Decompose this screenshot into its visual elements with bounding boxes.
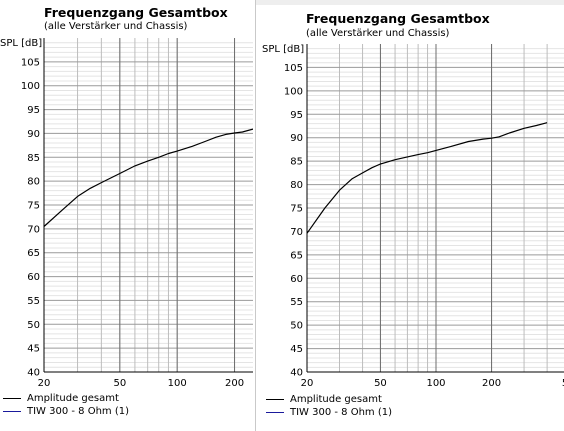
y-tick-label: 95 <box>290 110 303 121</box>
legend-label: Amplitude gesamt <box>290 394 382 405</box>
y-tick-label: 105 <box>284 63 303 74</box>
y-tick-label: 55 <box>27 296 40 307</box>
y-tick-label: 65 <box>27 248 40 259</box>
frequency-response-plot: 40 45 50 55 60 65 70 75 80 85 90 95 100 105 20 50 100 200 <box>21 38 253 389</box>
y-tick-label: 70 <box>290 227 303 238</box>
x-tick-label: 20 <box>301 378 314 389</box>
x-tick-label: 50 <box>113 378 126 389</box>
legend-item: Amplitude gesamt <box>3 392 129 405</box>
y-tick-label: 85 <box>27 153 40 164</box>
chart-subtitle: (alle Verstärker und Chassis) <box>306 28 450 39</box>
y-tick-label: 75 <box>27 201 40 212</box>
y-tick-label: 100 <box>284 86 303 97</box>
legend-item: TIW 300 - 8 Ohm (1) <box>266 406 392 419</box>
y-tick-label: 50 <box>27 320 40 331</box>
chart-title: Frequenzgang Gesamtbox <box>44 5 228 20</box>
legend-swatch <box>3 411 21 412</box>
series-line <box>306 122 548 234</box>
y-tick-label: 45 <box>27 344 40 355</box>
x-tick-label: 100 <box>168 378 187 389</box>
y-axis-label: SPL [dB] <box>262 44 305 55</box>
legend-swatch <box>266 412 284 413</box>
y-tick-label: 40 <box>290 368 303 379</box>
chart-title: Frequenzgang Gesamtbox <box>306 11 490 26</box>
chart-panel-left: Frequenzgang Gesamtbox (alle Verstärker … <box>0 0 253 431</box>
x-tick-label: 200 <box>225 378 244 389</box>
chart-subtitle: (alle Verstärker und Chassis) <box>44 21 188 32</box>
y-tick-label: 100 <box>21 81 40 92</box>
x-tick-label: 50 <box>374 378 387 389</box>
y-tick-label: 85 <box>290 157 303 168</box>
legend-label: TIW 300 - 8 Ohm (1) <box>290 407 393 418</box>
y-tick-label: 40 <box>27 368 40 379</box>
legend-swatch <box>3 398 21 399</box>
legend: Amplitude gesamt TIW 300 - 8 Ohm (1) <box>266 393 392 419</box>
y-axis-label: SPL [dB] <box>0 38 43 49</box>
y-tick-label: 50 <box>290 321 303 332</box>
y-tick-label: 65 <box>290 250 303 261</box>
legend-item: TIW 300 - 8 Ohm (1) <box>3 405 129 418</box>
y-tick-label: 105 <box>21 57 40 68</box>
x-tick-label: 5 <box>562 378 564 389</box>
frequency-response-plot: 40 45 50 55 60 65 70 75 80 85 90 95 100 105 20 50 100 200… <box>284 44 564 389</box>
y-tick-label: 90 <box>27 129 40 140</box>
y-tick-label: 70 <box>27 224 40 235</box>
y-tick-label: 55 <box>290 297 303 308</box>
y-tick-label: 80 <box>27 177 40 188</box>
legend-item: Amplitude gesamt <box>266 393 392 406</box>
window-top-strip <box>256 0 564 5</box>
y-tick-label: 95 <box>27 105 40 116</box>
x-tick-label: 100 <box>426 378 445 389</box>
y-tick-label: 60 <box>290 274 303 285</box>
y-tick-label: 60 <box>27 272 40 283</box>
y-tick-label: 75 <box>290 204 303 215</box>
legend-label: Amplitude gesamt <box>27 393 119 404</box>
legend-label: TIW 300 - 8 Ohm (1) <box>27 406 130 417</box>
series-line <box>43 128 253 227</box>
legend: Amplitude gesamt TIW 300 - 8 Ohm (1) <box>3 392 129 418</box>
x-tick-label: 20 <box>38 378 51 389</box>
y-tick-label: 80 <box>290 180 303 191</box>
chart-panel-right: Frequenzgang Gesamtbox (alle Verstärker … <box>255 0 564 431</box>
y-tick-label: 90 <box>290 133 303 144</box>
x-tick-label: 200 <box>482 378 501 389</box>
y-tick-label: 45 <box>290 344 303 355</box>
legend-swatch <box>266 399 284 400</box>
